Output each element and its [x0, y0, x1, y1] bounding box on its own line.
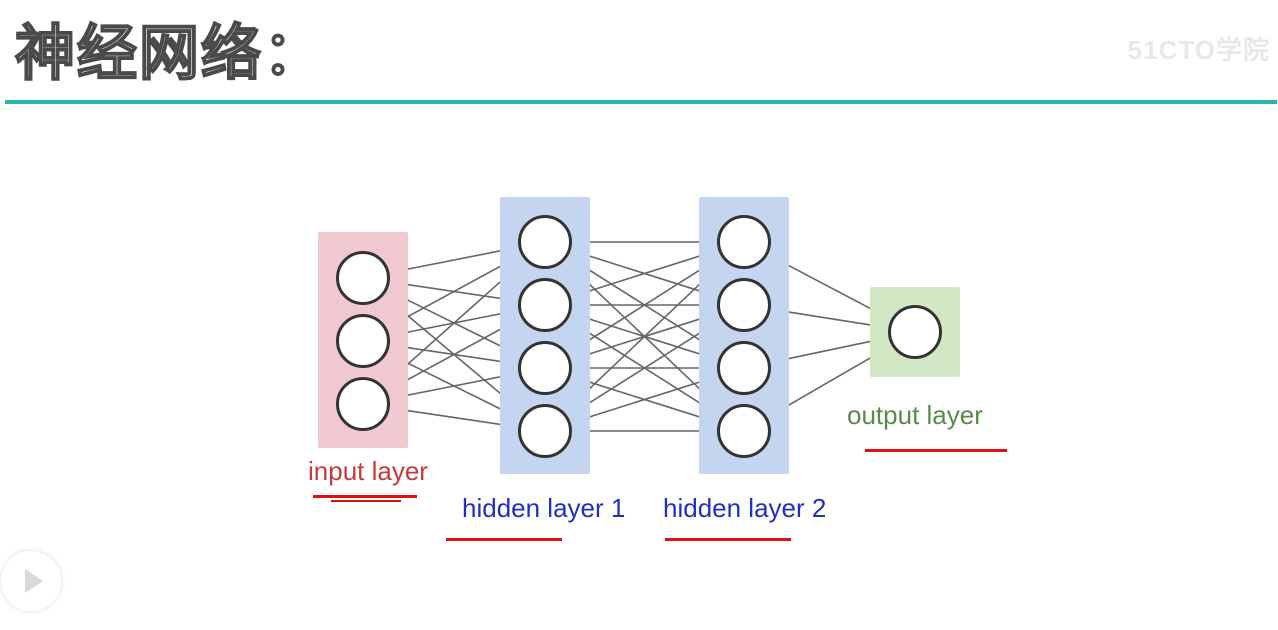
underline-mark-1 [331, 500, 401, 502]
play-icon [25, 569, 43, 593]
node-hidden1-2 [518, 341, 572, 395]
underline-mark-2 [446, 538, 562, 541]
layer-label-hidden2: hidden layer 2 [663, 493, 826, 524]
node-hidden1-0 [518, 215, 572, 269]
underline-mark-0 [313, 495, 417, 498]
layer-label-hidden1: hidden layer 1 [462, 493, 625, 524]
node-input-2 [336, 377, 390, 431]
node-input-1 [336, 314, 390, 368]
underline-mark-3 [665, 538, 791, 541]
node-hidden2-2 [717, 341, 771, 395]
layer-label-input: input layer [308, 456, 428, 487]
play-button[interactable] [0, 550, 62, 612]
node-hidden2-1 [717, 278, 771, 332]
node-output-0 [888, 305, 942, 359]
node-input-0 [336, 251, 390, 305]
node-hidden1-1 [518, 278, 572, 332]
node-hidden2-3 [717, 404, 771, 458]
node-hidden1-3 [518, 404, 572, 458]
underline-mark-4 [865, 449, 1007, 452]
neural-network-diagram: input layer hidden layer 1 hidden layer 2 o… [0, 0, 1278, 630]
layer-label-output: output layer [847, 400, 983, 431]
edges-svg [0, 0, 1278, 630]
node-hidden2-0 [717, 215, 771, 269]
